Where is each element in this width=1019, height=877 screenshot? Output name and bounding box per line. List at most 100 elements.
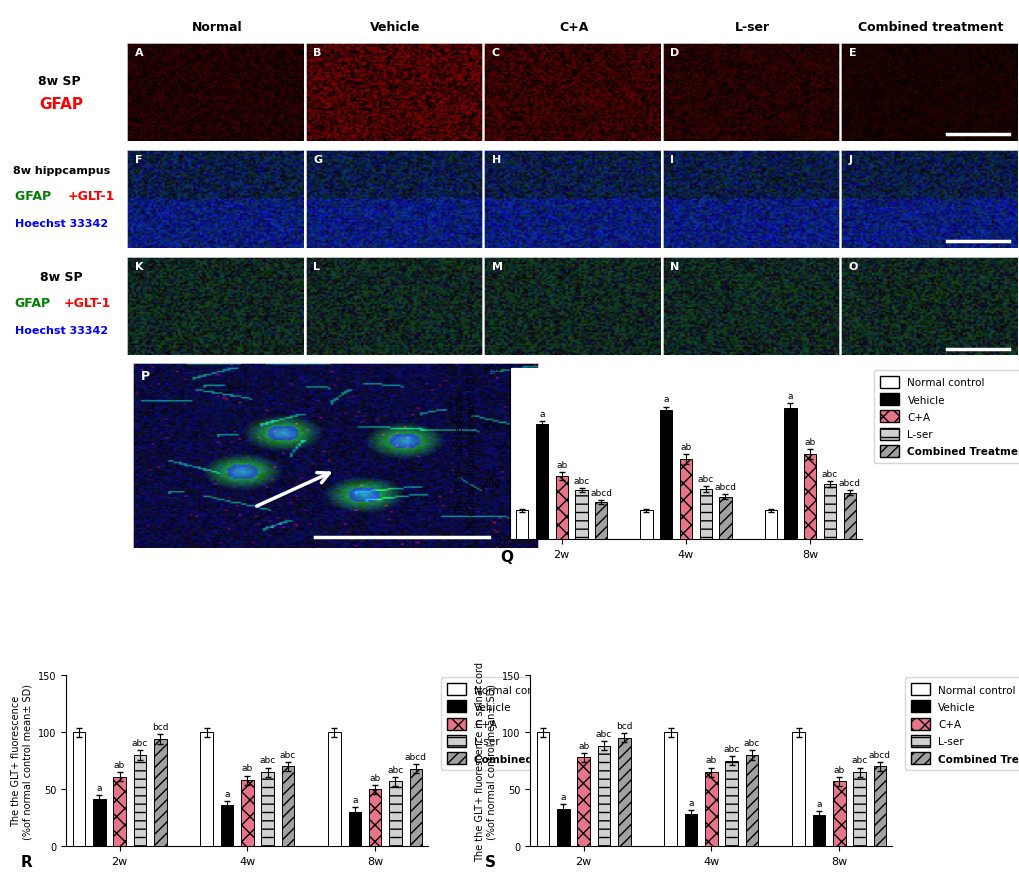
Bar <box>833 781 845 846</box>
Bar <box>281 766 294 846</box>
Text: ab: ab <box>242 764 253 773</box>
Bar <box>725 760 738 846</box>
Bar <box>261 772 274 846</box>
Bar <box>640 510 652 539</box>
Text: P: P <box>141 369 150 382</box>
Text: ab: ab <box>578 741 589 750</box>
Text: abcd: abcd <box>868 750 890 759</box>
Y-axis label: The the GLT+ fluorescence in spinal cord
(%of normal control mean± SD): The the GLT+ fluorescence in spinal cord… <box>475 661 496 860</box>
Text: N: N <box>669 261 679 272</box>
Bar <box>745 755 758 846</box>
Text: R: R <box>20 853 33 868</box>
Text: ab: ab <box>369 773 380 781</box>
Text: abc: abc <box>722 745 739 753</box>
Text: 8w SP: 8w SP <box>38 75 85 88</box>
Text: abc: abc <box>595 730 611 738</box>
Bar <box>154 739 166 846</box>
Text: abc: abc <box>573 476 589 485</box>
Bar <box>72 732 86 846</box>
Bar <box>240 781 254 846</box>
Bar <box>536 732 549 846</box>
Text: H: H <box>491 154 500 165</box>
Bar <box>516 510 528 539</box>
Text: C+A: C+A <box>558 21 588 33</box>
Text: bcd: bcd <box>615 722 632 731</box>
Text: abcd: abcd <box>590 488 611 497</box>
Bar <box>704 772 717 846</box>
Text: D: D <box>669 47 679 58</box>
Text: 8w hippcampus: 8w hippcampus <box>12 166 110 175</box>
Text: abc: abc <box>697 474 713 483</box>
Bar <box>575 490 587 539</box>
Text: ab: ab <box>804 438 815 446</box>
Text: abc: abc <box>821 469 838 479</box>
Bar <box>872 766 886 846</box>
Bar <box>220 805 233 846</box>
Text: O: O <box>848 261 857 272</box>
Text: K: K <box>135 261 143 272</box>
Bar <box>843 493 855 539</box>
Text: C: C <box>491 47 499 58</box>
Text: a: a <box>662 395 668 404</box>
Bar <box>389 781 401 846</box>
Bar <box>409 769 422 846</box>
Bar <box>348 812 361 846</box>
Bar <box>764 510 776 539</box>
Text: B: B <box>313 47 321 58</box>
Bar <box>555 476 568 539</box>
Text: Normal: Normal <box>192 21 242 33</box>
Text: M: M <box>491 261 502 272</box>
Bar <box>663 732 677 846</box>
Text: ab: ab <box>705 756 716 765</box>
Text: abc: abc <box>279 750 296 759</box>
Text: abc: abc <box>851 756 867 765</box>
Text: a: a <box>352 795 358 804</box>
Text: a: a <box>224 788 229 797</box>
Text: ab: ab <box>833 765 844 774</box>
Text: +GLT-1: +GLT-1 <box>67 189 114 203</box>
Text: I: I <box>669 154 674 165</box>
Text: ab: ab <box>555 460 567 469</box>
Bar <box>803 454 815 539</box>
Bar <box>823 484 836 539</box>
Y-axis label: The GFAP+ labeled area
( % of normal control mean± SD): The GFAP+ labeled area ( % of normal con… <box>454 373 476 535</box>
Text: GFAP: GFAP <box>14 189 55 203</box>
Bar <box>93 800 105 846</box>
Text: a: a <box>97 783 102 792</box>
Text: L-ser: L-ser <box>734 21 769 33</box>
Text: a: a <box>787 392 793 401</box>
Text: Q: Q <box>499 549 513 564</box>
Text: Hoechst 33342: Hoechst 33342 <box>14 325 108 336</box>
Bar <box>812 816 824 846</box>
Bar <box>853 772 865 846</box>
Text: a: a <box>815 799 821 808</box>
Bar <box>680 460 691 539</box>
Bar <box>684 815 697 846</box>
Bar <box>597 746 609 846</box>
Text: abcd: abcd <box>405 752 426 761</box>
Legend: Normal control, Vehicle, C+A, L-ser, Combined Treatment: Normal control, Vehicle, C+A, L-ser, Com… <box>873 370 1019 464</box>
Text: +GLT-1: +GLT-1 <box>63 296 111 310</box>
Text: A: A <box>135 47 143 58</box>
Text: Vehicle: Vehicle <box>370 21 420 33</box>
Bar <box>133 755 146 846</box>
Bar <box>200 732 213 846</box>
Text: S: S <box>484 853 495 868</box>
Y-axis label: The the GLT+ fluorescence
(%of normal control mean± SD): The the GLT+ fluorescence (%of normal co… <box>11 683 33 838</box>
Text: a: a <box>539 410 544 418</box>
Text: L: L <box>313 261 320 272</box>
Bar <box>556 809 569 846</box>
Bar <box>577 758 589 846</box>
Text: abc: abc <box>131 738 148 747</box>
Text: bcd: bcd <box>152 723 168 731</box>
Bar <box>369 789 381 846</box>
Text: abcd: abcd <box>838 479 860 488</box>
Bar <box>699 489 711 539</box>
Bar <box>328 732 340 846</box>
Text: GFAP: GFAP <box>39 97 84 112</box>
Text: GFAP: GFAP <box>14 296 51 310</box>
Bar <box>113 777 125 846</box>
Bar <box>784 409 796 539</box>
Text: Hoechst 33342: Hoechst 33342 <box>14 218 108 229</box>
Text: a: a <box>560 792 566 801</box>
